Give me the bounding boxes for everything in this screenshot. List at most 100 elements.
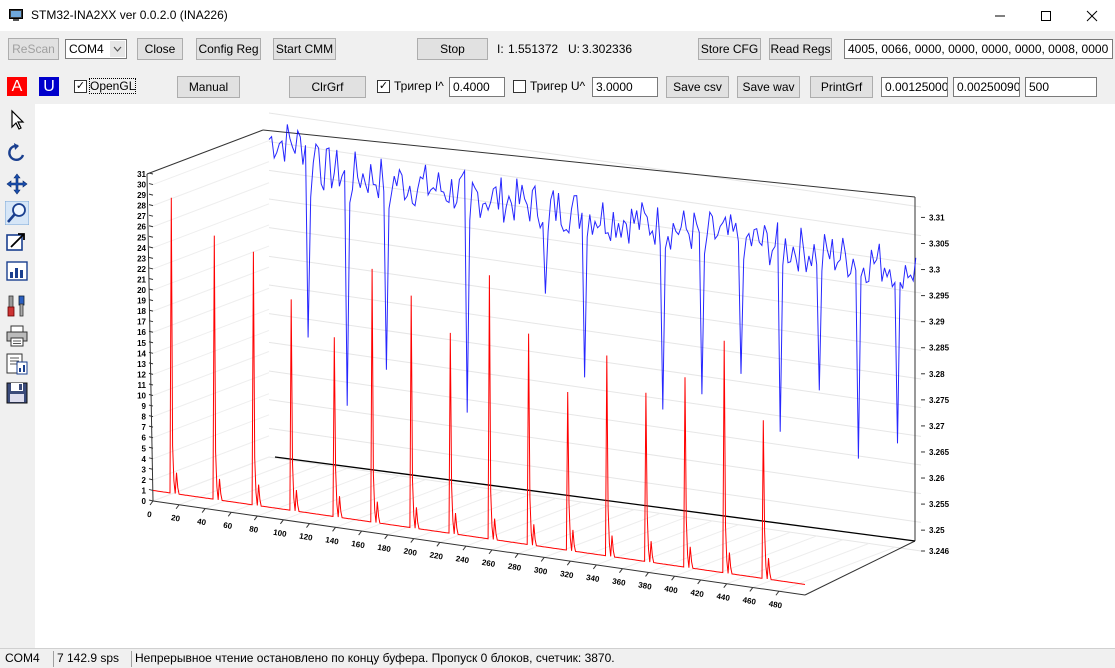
graph-properties-icon[interactable] — [5, 259, 29, 283]
y-left-tick-label: 3 — [142, 465, 147, 474]
back-grid-line — [268, 456, 922, 552]
save-csv-button[interactable]: Save csv — [666, 76, 729, 98]
x-tick — [201, 508, 206, 513]
maximize-button[interactable] — [1023, 0, 1069, 31]
port-select[interactable]: COM4 — [65, 39, 127, 59]
x-tick — [697, 579, 702, 585]
manual-button[interactable]: Manual — [177, 76, 240, 98]
floor-grid-line — [648, 527, 765, 573]
chart-3d[interactable]: 0123456789101112131415161718192021222324… — [35, 104, 1115, 648]
y-left-tick — [148, 288, 154, 291]
registers-field[interactable]: 4005, 0066, 0000, 0000, 0000, 0000, 0008… — [844, 39, 1113, 59]
export-data-icon[interactable] — [5, 352, 29, 376]
floor-grid-line — [387, 490, 504, 536]
y-left-tick — [148, 214, 154, 217]
save-icon[interactable] — [5, 381, 29, 405]
y-right-tick-label: 3.26 — [929, 474, 945, 483]
trigger-u-input[interactable]: 3.0000 — [592, 77, 658, 97]
voltage-series-line[interactable] — [268, 124, 917, 459]
side-grid-line — [152, 203, 270, 249]
side-grid-line — [152, 245, 270, 291]
print-icon[interactable] — [5, 324, 29, 348]
store-cfg-button[interactable]: Store CFG — [698, 38, 761, 60]
graph-toolbar — [0, 104, 34, 648]
current-color-box[interactable]: A — [7, 77, 27, 96]
y-left-tick — [148, 235, 154, 238]
floor-grid-line — [178, 460, 296, 506]
floor-grid-line — [596, 520, 713, 566]
back-grid-line — [268, 427, 922, 523]
rescan-button[interactable]: ReScan — [8, 38, 59, 60]
zoom-box-icon[interactable] — [5, 230, 29, 254]
x-tick-label: 60 — [223, 521, 234, 532]
floor-grid-line — [231, 467, 348, 513]
param-field-1[interactable]: 0.00125000 — [881, 77, 948, 97]
opengl-checkbox[interactable]: ✓ — [74, 80, 87, 93]
y-left-tick-label: 12 — [137, 370, 146, 379]
x-tick-label: 320 — [559, 569, 574, 580]
y-left-tick — [148, 341, 154, 344]
y-left-tick-label: 26 — [137, 223, 146, 232]
x-tick — [488, 549, 493, 555]
x-tick-label: 180 — [377, 543, 392, 554]
back-grid-line — [268, 112, 922, 208]
back-floor-line — [274, 456, 916, 542]
current-label: I: — [497, 42, 504, 56]
y-left-tick-label: 17 — [137, 318, 146, 327]
param-field-3[interactable]: 500 — [1025, 77, 1097, 97]
y-left-tick — [148, 225, 154, 228]
back-grid-line — [268, 227, 922, 323]
zoom-tool-icon[interactable] — [5, 201, 29, 225]
minimize-button[interactable] — [977, 0, 1023, 31]
x-tick-label: 80 — [249, 524, 260, 535]
clrgrf-button[interactable]: ClrGrf — [289, 76, 366, 98]
window-title: STM32-INA2XX ver 0.0.2.0 (INA226) — [31, 8, 228, 22]
y-right-tick-label: 3.255 — [929, 500, 950, 509]
axis-frame-line — [146, 129, 264, 175]
y-left-tick — [148, 193, 154, 196]
y-left-tick-label: 13 — [137, 360, 146, 369]
read-regs-button[interactable]: Read Regs — [769, 38, 832, 60]
y-left-tick-label: 6 — [142, 434, 147, 443]
back-grid-line — [268, 313, 922, 409]
back-grid-line — [268, 141, 922, 237]
pan-tool-icon[interactable] — [5, 172, 29, 196]
y-left-tick-label: 20 — [137, 286, 146, 295]
x-tick — [592, 564, 597, 570]
y-left-tick — [148, 383, 154, 386]
y-right-tick-label: 3.285 — [929, 344, 950, 353]
current-series-line[interactable] — [152, 197, 806, 585]
y-left-tick — [148, 372, 154, 375]
floor-grid-line — [752, 543, 870, 588]
save-wav-button[interactable]: Save wav — [737, 76, 800, 98]
x-tick-label: 140 — [325, 535, 340, 546]
y-left-tick — [148, 256, 154, 259]
y-left-tick-label: 7 — [142, 423, 147, 432]
config-reg-button[interactable]: Config Reg — [196, 38, 261, 60]
close-window-button[interactable] — [1069, 0, 1115, 31]
side-grid-line — [152, 224, 270, 270]
y-left-tick-label: 24 — [137, 244, 146, 253]
x-tick-label: 40 — [196, 517, 207, 528]
toolbar-row-1: ReScan COM4 Close Config Reg Start CMM S… — [0, 31, 1115, 67]
y-left-tick-label: 18 — [137, 307, 146, 316]
tools-icon[interactable] — [5, 294, 29, 318]
floor-grid-line — [309, 479, 426, 525]
x-tick — [332, 527, 336, 532]
start-cmm-button[interactable]: Start CMM — [273, 38, 336, 60]
trigger-u-checkbox[interactable] — [513, 80, 526, 93]
x-tick — [775, 590, 780, 596]
pointer-tool-icon[interactable] — [5, 108, 29, 132]
printgrf-button[interactable]: PrintGrf — [810, 76, 873, 98]
stop-button[interactable]: Stop — [417, 38, 488, 60]
plot-area[interactable]: 0 1 2 3 4 5 6 7 8 9 10 11 12 13 14 15 16 17 18 19 20 21 22 23 24… — [35, 104, 1115, 648]
trigger-i-checkbox[interactable]: ✓ — [377, 80, 390, 93]
param-field-2[interactable]: 0.00250090 — [953, 77, 1020, 97]
close-port-button[interactable]: Close — [137, 38, 183, 60]
reset-view-icon[interactable] — [5, 141, 29, 165]
trigger-i-check-mark: ✓ — [378, 80, 389, 92]
voltage-color-box[interactable]: U — [39, 77, 59, 96]
x-tick-label: 240 — [455, 554, 470, 565]
floor-grid-line — [778, 546, 896, 592]
trigger-i-input[interactable]: 0.4000 — [449, 77, 505, 97]
